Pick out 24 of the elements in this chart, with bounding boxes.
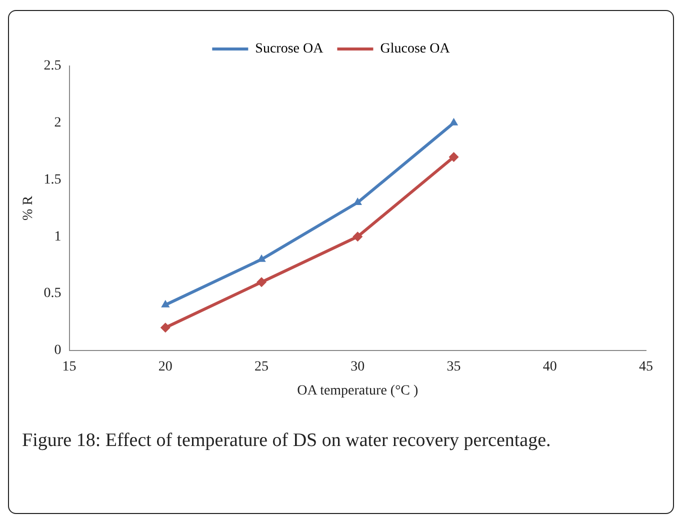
caption: Figure 18: Effect of temperature of DS on water recovery percentage. [22, 429, 552, 453]
y-tick-label: 1.5 [44, 172, 62, 188]
x-axis-title: OA temperature (°C ) [297, 383, 419, 398]
x-tick-label: 30 [350, 359, 365, 374]
point [161, 300, 170, 308]
x-tick-label: 25 [254, 359, 269, 374]
x-tick-label: 15 [62, 359, 76, 374]
x-tick-label: 45 [639, 359, 653, 374]
legend-label: Sucrose OA [255, 42, 324, 57]
x-tick-label: 40 [542, 359, 557, 374]
y-axis-title: % R [21, 195, 36, 220]
y-tick-label: 0 [54, 343, 62, 358]
point [160, 322, 170, 333]
point [256, 277, 267, 288]
point [448, 152, 459, 162]
x-tick-label: 35 [446, 359, 461, 374]
y-tick-label: 0.5 [44, 286, 62, 302]
y-tick-label: 2 [54, 116, 62, 131]
y-tick-label: 1 [54, 229, 62, 244]
point [449, 118, 458, 126]
legend-label: Glucose OA [380, 42, 451, 57]
y-tick-label: 2.5 [44, 58, 62, 74]
x-tick-label: 20 [158, 359, 172, 374]
point [352, 232, 363, 242]
